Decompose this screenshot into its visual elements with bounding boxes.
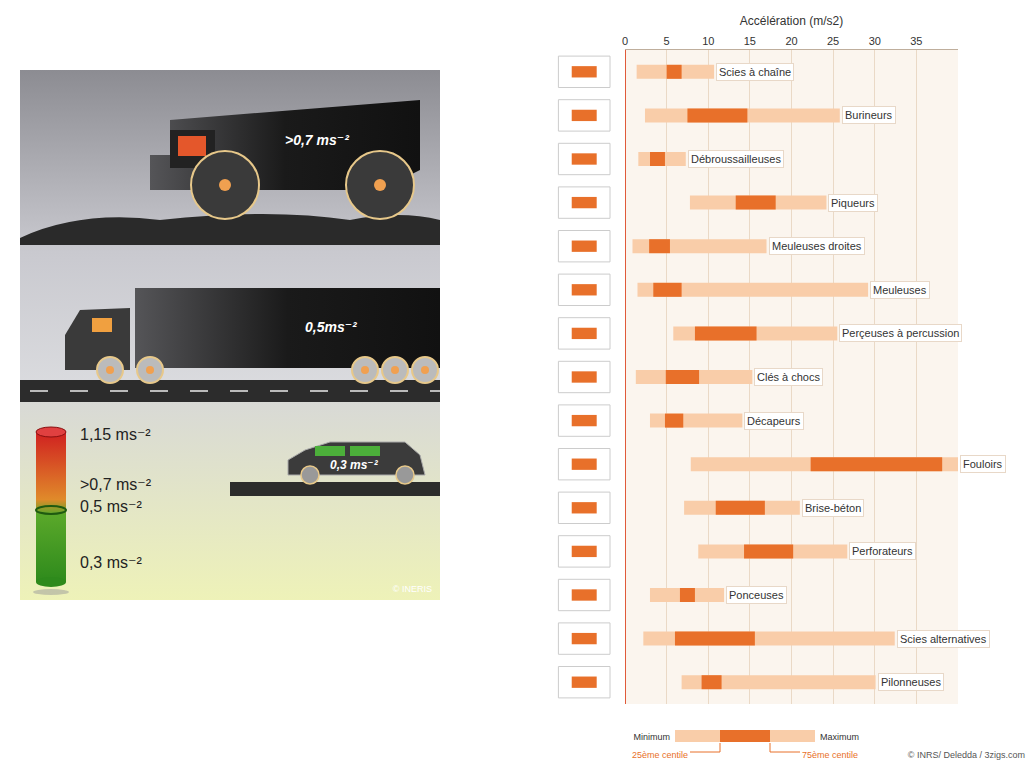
svg-text:10: 10: [702, 35, 714, 47]
svg-text:Scies alternatives: Scies alternatives: [900, 633, 987, 645]
svg-text:0,5 ms⁻²: 0,5 ms⁻²: [80, 498, 142, 515]
svg-text:Maximum: Maximum: [820, 732, 859, 742]
svg-text:>0,7 ms⁻²: >0,7 ms⁻²: [80, 476, 152, 493]
svg-text:Décapeurs: Décapeurs: [747, 415, 801, 427]
svg-text:0,3 ms⁻²: 0,3 ms⁻²: [330, 458, 379, 472]
svg-text:Burineurs: Burineurs: [845, 109, 893, 121]
svg-text:1,15 ms⁻²: 1,15 ms⁻²: [80, 426, 151, 443]
svg-text:Débroussailleuses: Débroussailleuses: [691, 153, 781, 165]
svg-text:Perçeuses à percussion: Perçeuses à percussion: [842, 327, 959, 339]
svg-text:>0,7 ms⁻²: >0,7 ms⁻²: [285, 132, 349, 148]
svg-text:Clés à chocs: Clés à chocs: [757, 371, 820, 383]
svg-text:Meuleuses: Meuleuses: [873, 284, 927, 296]
svg-text:15: 15: [744, 35, 756, 47]
svg-text:© INRS/ Deledda / 3zigs.com: © INRS/ Deledda / 3zigs.com: [908, 750, 1025, 760]
svg-text:Ponceuses: Ponceuses: [729, 589, 784, 601]
svg-text:0,5ms⁻²: 0,5ms⁻²: [305, 319, 357, 335]
svg-text:Meuleuses droites: Meuleuses droites: [772, 240, 862, 252]
svg-text:© INERIS: © INERIS: [393, 584, 432, 594]
svg-text:Fouloirs: Fouloirs: [963, 458, 1003, 470]
svg-text:Accélération (m/s2): Accélération (m/s2): [740, 14, 843, 28]
svg-text:5: 5: [664, 35, 670, 47]
svg-text:20: 20: [785, 35, 797, 47]
svg-text:0,3 ms⁻²: 0,3 ms⁻²: [80, 554, 142, 571]
svg-text:Pilonneuses: Pilonneuses: [881, 676, 941, 688]
svg-text:Piqueurs: Piqueurs: [831, 197, 875, 209]
svg-text:0: 0: [622, 35, 628, 47]
svg-text:25ème centile: 25ème centile: [632, 750, 688, 760]
svg-text:Brise-béton: Brise-béton: [805, 502, 861, 514]
svg-text:Perforateurs: Perforateurs: [852, 545, 913, 557]
svg-text:25: 25: [827, 35, 839, 47]
svg-text:30: 30: [869, 35, 881, 47]
svg-text:75ème centile: 75ème centile: [802, 750, 858, 760]
svg-text:35: 35: [910, 35, 922, 47]
svg-text:Scies à chaîne: Scies à chaîne: [719, 66, 791, 78]
svg-text:Minimum: Minimum: [633, 732, 670, 742]
